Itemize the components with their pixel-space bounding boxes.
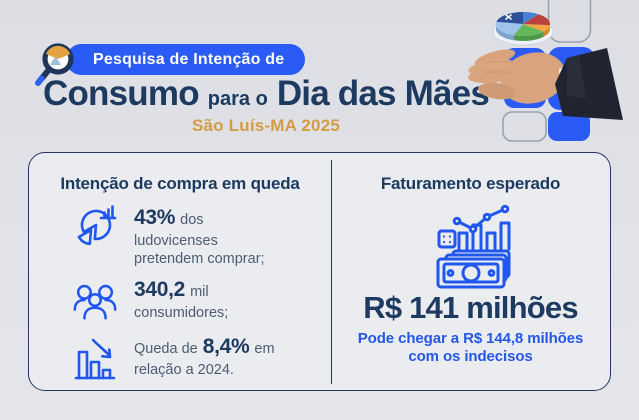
stat-drop-prefix: Queda de <box>134 341 198 358</box>
search-icon <box>35 43 74 86</box>
decor-square-outline-top <box>547 0 592 43</box>
title-emphasis: Dia das Mães <box>276 74 490 113</box>
decor-square-outline-bottom <box>502 111 547 142</box>
stat-share-line2: ludovicenses <box>134 232 218 249</box>
pie-chart-icon <box>77 205 117 246</box>
stat-share-row: 43% dos ludovicenses pretendem comprar; <box>69 203 327 268</box>
stat-share-line3: pretendem comprar; <box>134 251 265 268</box>
pie-chart-3d <box>492 11 554 46</box>
hand-holding-pie-chart <box>468 0 623 142</box>
revenue-note-line2: com os indecisos <box>408 348 533 366</box>
declining-bars-icon <box>74 339 116 380</box>
stat-drop-row: Queda de 8,4% em relação a 2024. <box>69 332 327 384</box>
revenue-amount: R$ 141 milhões <box>363 290 578 325</box>
money-growth-icon <box>436 204 510 289</box>
title-word: Consumo <box>43 74 200 113</box>
badge-pill: Pesquisa de Intenção de <box>66 44 306 75</box>
purchase-stats: 43% dos ludovicenses pretendem comprar; <box>69 203 327 391</box>
hand-illustration <box>468 48 623 120</box>
decor-square-blue <box>548 112 590 141</box>
stat-drop-suffix: em <box>254 341 275 358</box>
location-year: São Luís-MA 2025 <box>191 116 341 135</box>
stat-drop-value: 8,4% <box>202 335 250 359</box>
stat-consumers-suffix: mil <box>190 284 209 301</box>
title-connector: para o <box>207 88 268 110</box>
stat-consumers-row: 340,2 mil consumidores; <box>69 275 327 325</box>
panel-divider <box>331 160 332 384</box>
purchase-intention-panel: Intenção de compra em queda 43% dos ludov <box>29 153 331 390</box>
revenue-panel: Faturamento esperado <box>331 153 610 390</box>
stat-share-suffix: dos <box>180 212 204 228</box>
purchase-panel-title: Intenção de compra em queda <box>60 174 300 193</box>
stat-share-value: 43% <box>134 206 176 229</box>
stat-drop-line2: relação a 2024. <box>134 362 234 379</box>
stats-card: Intenção de compra em queda 43% dos ludov <box>28 152 611 391</box>
page-title: Consumo para o Dia das Mães <box>0 74 532 114</box>
stat-consumers-line2: consumidores; <box>134 305 229 322</box>
revenue-panel-title: Faturamento esperado <box>380 174 561 193</box>
badge-label: Pesquisa de Intenção de <box>93 50 285 68</box>
revenue-note: Pode chegar a R$ 144,8 milhões com os in… <box>331 330 610 367</box>
revenue-note-line1: Pode chegar a R$ 144,8 milhões <box>357 330 584 347</box>
stat-consumers-value: 340,2 <box>134 278 186 302</box>
people-icon <box>73 285 117 320</box>
